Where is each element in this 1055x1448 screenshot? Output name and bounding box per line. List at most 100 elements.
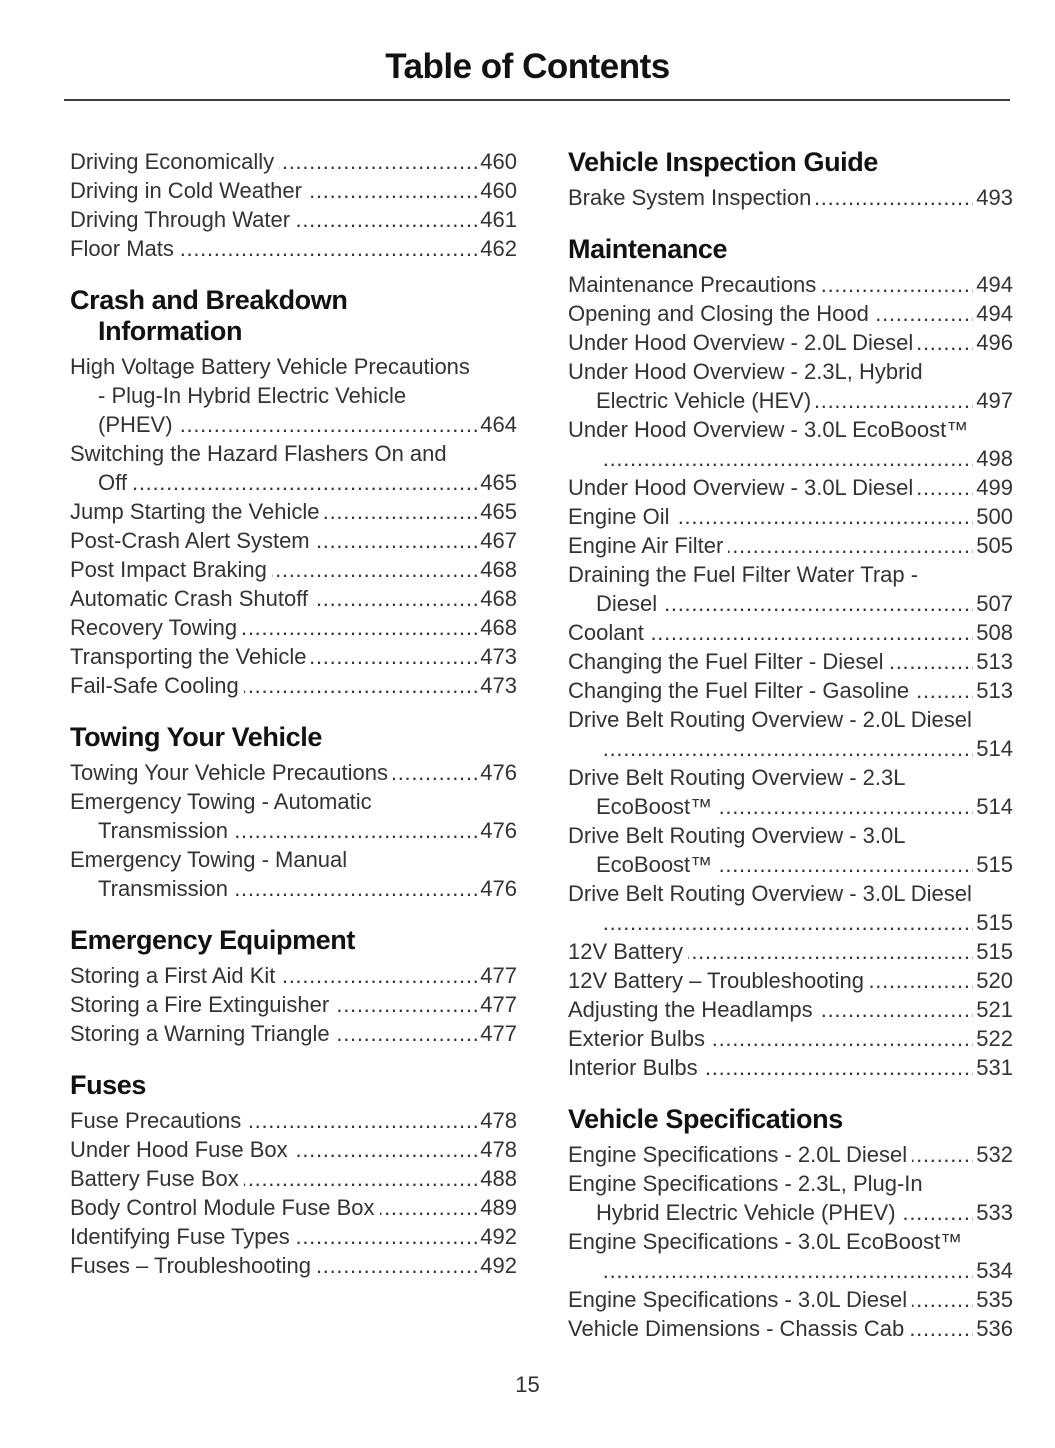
- toc-section: Fuses Fuse Precautions478Under Hood Fuse …: [70, 1070, 517, 1280]
- entry-page-number: 515: [973, 937, 1013, 966]
- entry-label: Driving in Cold Weather: [70, 178, 307, 203]
- entry-label: Engine Air Filter: [568, 533, 729, 558]
- toc-entry: Coolant 508: [568, 618, 1013, 647]
- entry-page-number: 531: [973, 1053, 1013, 1082]
- entry-page-number: 493: [973, 183, 1013, 212]
- toc-entry: Vehicle Dimensions - Chassis Cab 536: [568, 1314, 1013, 1343]
- entry-page-number: 513: [973, 676, 1013, 705]
- entry-page-number: 534: [973, 1256, 1013, 1285]
- entry-label: Driving Economically: [70, 149, 280, 174]
- toc-entry: Changing the Fuel Filter - Gasoline 513: [568, 676, 1013, 705]
- toc-entry: Engine Specifications - 3.0L Diesel 535: [568, 1285, 1013, 1314]
- entry-label: Vehicle Dimensions - Chassis Cab: [568, 1316, 910, 1341]
- toc-entry: Opening and Closing the Hood 494: [568, 299, 1013, 328]
- toc-entry: Changing the Fuel Filter - Diesel 513: [568, 647, 1013, 676]
- toc-entry: Engine Specifications - 3.0L EcoBoost™​5…: [568, 1227, 1013, 1285]
- entry-page-number: 499: [973, 473, 1013, 502]
- entry-label: 12V Battery: [568, 939, 688, 964]
- section-heading: Fuses: [70, 1070, 147, 1100]
- entry-page-number: 476: [477, 816, 517, 845]
- entry-label: Adjusting the Headlamps: [568, 997, 818, 1022]
- entry-page-number: 477: [477, 1019, 517, 1048]
- entry-page-number: 522: [973, 1024, 1013, 1053]
- entry-page-number: 461: [477, 205, 517, 234]
- toc-entry: Floor Mats 462: [70, 234, 517, 263]
- toc-entry: High Voltage Battery Vehicle Precautions…: [70, 352, 517, 439]
- section-heading: Crash and Breakdown Information: [70, 285, 348, 346]
- entry-label: Changing the Fuel Filter - Diesel: [568, 649, 889, 674]
- entry-page-number: 492: [477, 1222, 517, 1251]
- toc-section: Driving Economically 460 Driving in Cold W…: [70, 147, 517, 263]
- entry-label: Storing a First Aid Kit: [70, 963, 281, 988]
- toc-entry: Drive Belt Routing Overview - 3.0LEcoBoo…: [568, 821, 1013, 879]
- entry-label: 12V Battery – Troubleshooting: [568, 968, 869, 993]
- entry-label: Engine Specifications - 2.0L Diesel: [568, 1142, 913, 1167]
- entry-label: Identifying Fuse Types: [70, 1224, 295, 1249]
- entry-label: Engine Oil: [568, 504, 675, 529]
- entry-page-number: 533: [973, 1198, 1013, 1227]
- toc-entry: Interior Bulbs 531: [568, 1053, 1013, 1082]
- toc-entry: Engine Air Filter 505: [568, 531, 1013, 560]
- toc-entry: Jump Starting the Vehicle 465: [70, 497, 517, 526]
- entry-page-number: 514: [973, 792, 1013, 821]
- entry-page-number: 462: [477, 234, 517, 263]
- toc-entry: Fail-Safe Cooling 473: [70, 671, 517, 700]
- entry-page-number: 465: [477, 497, 517, 526]
- entry-page-number: 498: [973, 444, 1013, 473]
- entry-page-number: 515: [973, 850, 1013, 879]
- section-heading: Maintenance: [568, 234, 728, 264]
- entry-page-number: 514: [973, 734, 1013, 763]
- toc-entry: Storing a First Aid Kit 477: [70, 961, 517, 990]
- toc-entry: Storing a Fire Extinguisher 477: [70, 990, 517, 1019]
- entry-label: Driving Through Water: [70, 207, 296, 232]
- toc-entry: Adjusting the Headlamps 521: [568, 995, 1013, 1024]
- entry-label: Engine Specifications - 3.0L Diesel: [568, 1287, 913, 1312]
- entry-page-number: 477: [477, 990, 517, 1019]
- entry-page-number: 477: [477, 961, 517, 990]
- entry-page-number: 460: [477, 176, 517, 205]
- toc-entry: Under Hood Overview - 2.0L Diesel 496: [568, 328, 1013, 357]
- entry-page-number: 489: [477, 1193, 517, 1222]
- toc-entry: Drive Belt Routing Overview - 2.0L Diese…: [568, 705, 1013, 763]
- entry-page-number: 467: [477, 526, 517, 555]
- section-heading: Vehicle Specifications: [568, 1104, 843, 1134]
- title-divider: [64, 99, 1010, 101]
- entry-label: Towing Your Vehicle Precautions: [70, 760, 393, 785]
- page-title: Table of Contents: [385, 47, 670, 86]
- entry-page-number: 492: [477, 1251, 517, 1280]
- toc-entry: Under Hood Overview - 2.3L, HybridElectr…: [568, 357, 1013, 415]
- entry-page-number: 476: [477, 758, 517, 787]
- entry-label: Recovery Towing: [70, 615, 243, 640]
- entry-label: Battery Fuse Box: [70, 1166, 244, 1191]
- toc-entry: Body Control Module Fuse Box 489: [70, 1193, 517, 1222]
- toc-entry: Drive Belt Routing Overview - 3.0L Diese…: [568, 879, 1013, 937]
- entry-label: Post Impact Braking: [70, 557, 272, 582]
- footer-page-number: 15: [515, 1372, 540, 1397]
- toc-entry: Under Hood Fuse Box 478: [70, 1135, 517, 1164]
- entry-page-number: 515: [973, 908, 1013, 937]
- entry-page-number: 473: [477, 642, 517, 671]
- toc-entry: 12V Battery 515: [568, 937, 1013, 966]
- toc-entry: Fuse Precautions 478: [70, 1106, 517, 1135]
- entry-page-number: 532: [973, 1140, 1013, 1169]
- page-footer: 15: [0, 1372, 1055, 1398]
- entry-label: Jump Starting the Vehicle: [70, 499, 325, 524]
- entry-page-number: 505: [973, 531, 1013, 560]
- toc-entry: Identifying Fuse Types 492: [70, 1222, 517, 1251]
- toc-entry: Battery Fuse Box 488: [70, 1164, 517, 1193]
- entry-page-number: 468: [477, 555, 517, 584]
- toc-entry: Towing Your Vehicle Precautions 476: [70, 758, 517, 787]
- toc-entry: 12V Battery – Troubleshooting 520: [568, 966, 1013, 995]
- entry-page-number: 465: [477, 468, 517, 497]
- entry-page-number: 476: [477, 874, 517, 903]
- entry-page-number: 496: [973, 328, 1013, 357]
- toc-section: MaintenanceMaintenance Precautions494Ope…: [568, 234, 1013, 1082]
- entry-label: Automatic Crash Shutoff: [70, 586, 314, 611]
- toc-content: Driving Economically 460 Driving in Cold W…: [0, 147, 1055, 1343]
- entry-label: Exterior Bulbs: [568, 1026, 710, 1051]
- toc-entry: Under Hood Overview - 3.0L Diesel 499: [568, 473, 1013, 502]
- toc-entry: Engine Oil 500: [568, 502, 1013, 531]
- entry-page-number: 513: [973, 647, 1013, 676]
- entry-label: Fuses – Troubleshooting: [70, 1253, 316, 1278]
